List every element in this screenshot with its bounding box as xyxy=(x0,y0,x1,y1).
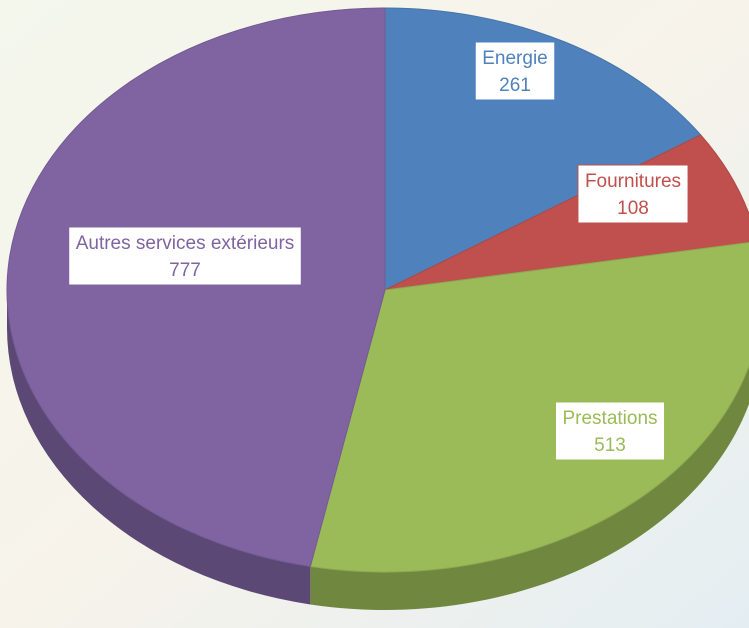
slice xyxy=(384,7,702,291)
label-value: 513 xyxy=(594,435,626,456)
slice xyxy=(309,241,749,573)
label-box xyxy=(474,41,556,101)
data-label: Fournitures 108 xyxy=(577,164,689,224)
data-label: Prestations 513 xyxy=(554,401,666,461)
label-value: 777 xyxy=(169,260,201,281)
slice xyxy=(6,7,386,568)
label-box xyxy=(554,401,666,461)
label-category: Autres services extérieurs xyxy=(76,233,295,254)
label-category: Prestations xyxy=(562,408,657,429)
slice-side xyxy=(310,365,749,610)
label-category: Energie xyxy=(482,48,548,69)
label-value: 261 xyxy=(499,75,531,96)
slice-side xyxy=(7,290,311,605)
data-label: Autres services extérieurs 777 xyxy=(68,226,302,286)
label-value: 108 xyxy=(617,198,649,219)
label-box xyxy=(68,226,302,286)
label-box xyxy=(577,164,689,224)
label-category: Fournitures xyxy=(585,171,681,192)
data-label: Energie 261 xyxy=(474,41,556,101)
